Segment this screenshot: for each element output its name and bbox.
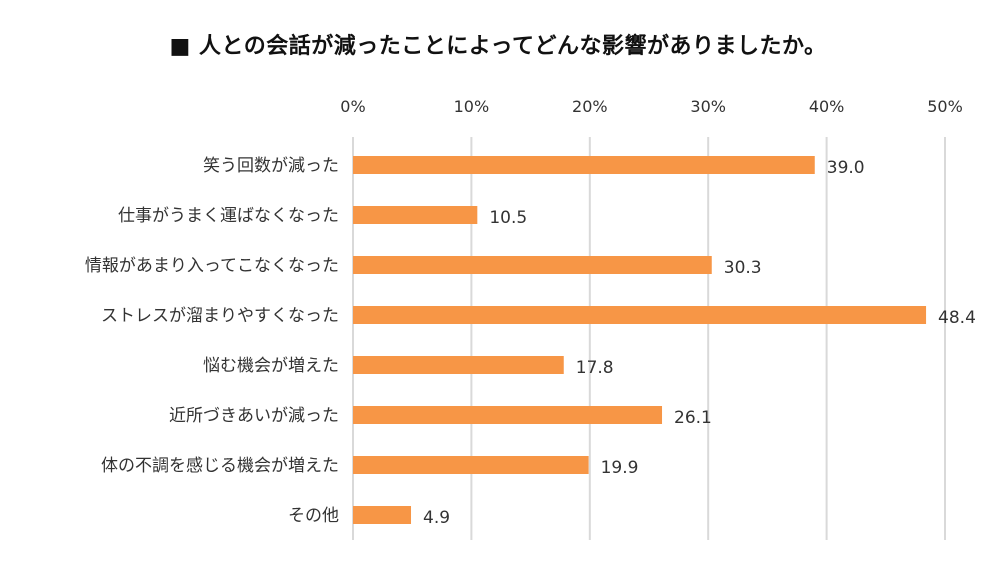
category-label: 近所づきあいが減った (169, 406, 339, 426)
value-label: 30.3 (724, 258, 762, 278)
category-labels: 笑う回数が減った仕事がうまく運ばなくなった情報があまり入ってこなくなったストレス… (85, 156, 339, 526)
value-label: 19.9 (601, 458, 639, 478)
x-tick-label: 50% (927, 97, 963, 116)
bar (353, 456, 589, 474)
value-label: 26.1 (674, 408, 712, 428)
category-label: 仕事がうまく運ばなくなった (118, 206, 339, 226)
category-label: 悩む機会が増えた (203, 356, 339, 376)
value-label: 10.5 (489, 208, 527, 228)
bars (353, 156, 927, 524)
bar (353, 506, 412, 524)
bar (353, 256, 712, 274)
x-tick-label: 30% (690, 97, 726, 116)
bar (353, 356, 564, 374)
bar (353, 206, 478, 224)
value-labels: 39.0 10.5 30.3 48.4 17.8 26.1 19.9 4.9 (423, 158, 976, 528)
category-label: その他 (288, 506, 339, 526)
value-label: 39.0 (827, 158, 865, 178)
value-label: 17.8 (576, 358, 614, 378)
chart-title: ■ 人との会話が減ったことによってどんな影響がありましたか。 (169, 34, 827, 59)
x-tick-label: 10% (454, 97, 490, 116)
gridlines (352, 137, 946, 540)
x-tick-label: 20% (572, 97, 608, 116)
x-tick-label: 0% (340, 97, 365, 116)
bar (353, 156, 815, 174)
x-tick-label: 40% (809, 97, 845, 116)
category-label: ストレスが溜まりやすくなった (101, 306, 339, 326)
category-label: 情報があまり入ってこなくなった (85, 256, 339, 276)
bar (353, 306, 927, 324)
category-label: 体の不調を感じる機会が増えた (101, 456, 339, 476)
bar (353, 406, 663, 424)
value-label: 48.4 (938, 308, 976, 328)
category-label: 笑う回数が減った (203, 156, 339, 176)
x-axis-ticks: 0% 10% 20% 30% 40% 50% (340, 97, 962, 116)
value-label: 4.9 (423, 508, 450, 528)
